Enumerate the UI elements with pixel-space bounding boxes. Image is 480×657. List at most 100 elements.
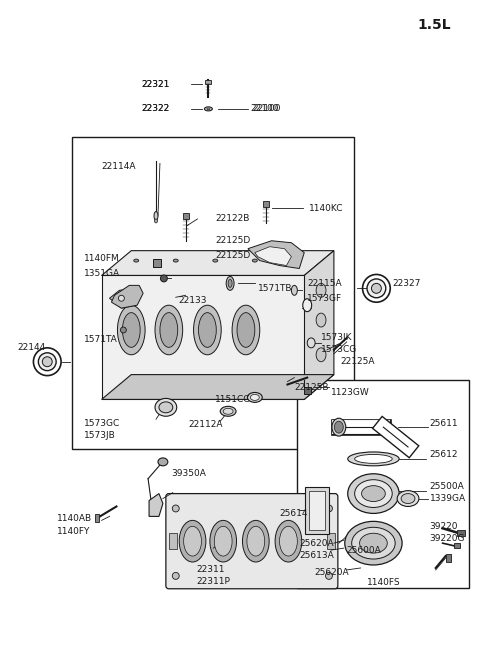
Ellipse shape [325, 505, 333, 512]
Text: 39220: 39220 [430, 522, 458, 531]
Bar [305, 487, 329, 534]
Ellipse shape [303, 299, 312, 311]
Bar [327, 533, 335, 549]
Ellipse shape [279, 526, 297, 556]
Text: 25500A: 25500A [430, 482, 465, 491]
Ellipse shape [372, 283, 381, 293]
Ellipse shape [199, 313, 216, 348]
Bar [183, 213, 189, 219]
Ellipse shape [155, 398, 177, 417]
Ellipse shape [155, 306, 183, 355]
Ellipse shape [316, 348, 326, 362]
Text: 22321: 22321 [141, 79, 169, 89]
Text: 1351GA: 1351GA [84, 269, 120, 278]
Text: 1140AB: 1140AB [57, 514, 92, 523]
Ellipse shape [362, 275, 390, 302]
Polygon shape [102, 374, 334, 399]
Ellipse shape [247, 526, 264, 556]
Ellipse shape [242, 520, 269, 562]
Ellipse shape [193, 306, 221, 355]
Text: 22321: 22321 [141, 79, 169, 89]
Polygon shape [248, 240, 304, 269]
Bar [153, 259, 161, 267]
Text: 22311: 22311 [196, 566, 225, 574]
Ellipse shape [292, 259, 297, 262]
Text: 22122B: 22122B [216, 214, 250, 223]
Ellipse shape [397, 491, 419, 507]
Bar [72, 137, 354, 449]
Text: 22125D: 22125D [216, 251, 251, 260]
Polygon shape [102, 251, 334, 275]
Text: 22125B: 22125B [294, 383, 329, 392]
Polygon shape [255, 246, 291, 265]
Text: 1.5L: 1.5L [418, 18, 452, 32]
Ellipse shape [348, 474, 399, 513]
Ellipse shape [158, 458, 168, 466]
Text: 1573CG: 1573CG [321, 346, 357, 354]
Text: 25620A: 25620A [314, 568, 349, 578]
Text: 1571TA: 1571TA [84, 336, 118, 344]
Ellipse shape [223, 408, 233, 415]
Polygon shape [102, 275, 304, 399]
Ellipse shape [155, 219, 157, 223]
FancyBboxPatch shape [166, 493, 338, 589]
Ellipse shape [367, 279, 386, 298]
Ellipse shape [360, 533, 387, 553]
Ellipse shape [226, 277, 234, 290]
Text: 25613A: 25613A [300, 551, 334, 560]
Text: 22125D: 22125D [216, 237, 251, 245]
Text: 25612: 25612 [430, 451, 458, 459]
Text: 25614: 25614 [279, 509, 308, 518]
Text: 1573GC: 1573GC [84, 419, 120, 428]
Text: 22125A: 22125A [341, 357, 375, 366]
Ellipse shape [275, 520, 302, 562]
Ellipse shape [355, 480, 392, 507]
Text: 1573GF: 1573GF [307, 294, 342, 303]
Ellipse shape [42, 357, 52, 367]
Text: 1573JK: 1573JK [321, 333, 352, 342]
Text: 1571TB: 1571TB [258, 284, 292, 293]
Bar [309, 491, 325, 530]
Ellipse shape [247, 392, 262, 402]
Ellipse shape [179, 520, 206, 562]
Bar [205, 80, 211, 84]
Polygon shape [111, 285, 143, 308]
Text: 1140FS: 1140FS [367, 578, 400, 587]
Bar [95, 514, 99, 522]
Text: 1573JB: 1573JB [84, 430, 116, 440]
Bar [297, 380, 469, 588]
Ellipse shape [204, 107, 212, 111]
Text: 1140FM: 1140FM [84, 254, 120, 263]
Text: 1151CC: 1151CC [216, 395, 251, 404]
Ellipse shape [122, 313, 140, 348]
Ellipse shape [118, 306, 145, 355]
Ellipse shape [332, 419, 346, 436]
Text: 1339GA: 1339GA [430, 494, 466, 503]
Ellipse shape [325, 572, 333, 579]
Text: 25620A: 25620A [300, 539, 334, 548]
Text: 22100: 22100 [252, 104, 280, 114]
Ellipse shape [348, 452, 399, 466]
Ellipse shape [160, 313, 178, 348]
Text: 22100: 22100 [250, 104, 278, 114]
Text: 22133: 22133 [179, 296, 207, 305]
Ellipse shape [316, 283, 326, 297]
Bar [455, 543, 460, 548]
Ellipse shape [214, 526, 232, 556]
Ellipse shape [213, 259, 218, 262]
Text: 22112A: 22112A [189, 420, 223, 428]
Ellipse shape [232, 306, 260, 355]
Text: 1140FY: 1140FY [57, 527, 91, 535]
Ellipse shape [252, 259, 257, 262]
Ellipse shape [307, 338, 315, 348]
Ellipse shape [228, 279, 232, 287]
Text: 1140KC: 1140KC [309, 204, 344, 212]
Ellipse shape [159, 402, 173, 413]
Text: 22327: 22327 [392, 279, 420, 288]
Text: 39220G: 39220G [430, 533, 465, 543]
Bar [445, 554, 451, 562]
Text: 22311P: 22311P [196, 578, 230, 586]
Ellipse shape [316, 313, 326, 327]
Ellipse shape [34, 348, 61, 376]
Ellipse shape [220, 406, 236, 417]
